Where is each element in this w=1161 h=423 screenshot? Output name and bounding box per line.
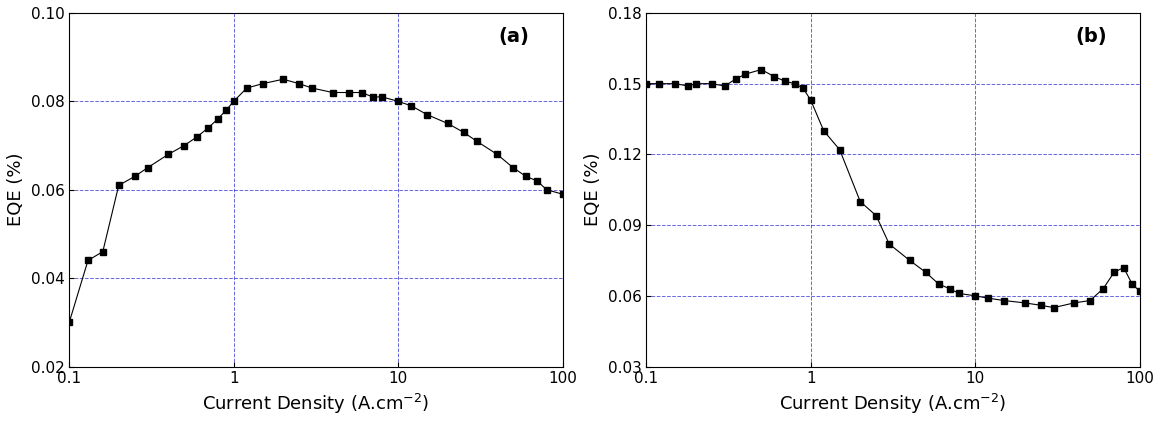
Text: (b): (b)	[1075, 27, 1108, 46]
Y-axis label: EQE (%): EQE (%)	[584, 153, 601, 226]
Text: (a): (a)	[498, 27, 529, 46]
X-axis label: Current Density (A.cm$^{-2}$): Current Density (A.cm$^{-2}$)	[202, 392, 430, 416]
X-axis label: Current Density (A.cm$^{-2}$): Current Density (A.cm$^{-2}$)	[779, 392, 1007, 416]
Y-axis label: EQE (%): EQE (%)	[7, 153, 24, 226]
